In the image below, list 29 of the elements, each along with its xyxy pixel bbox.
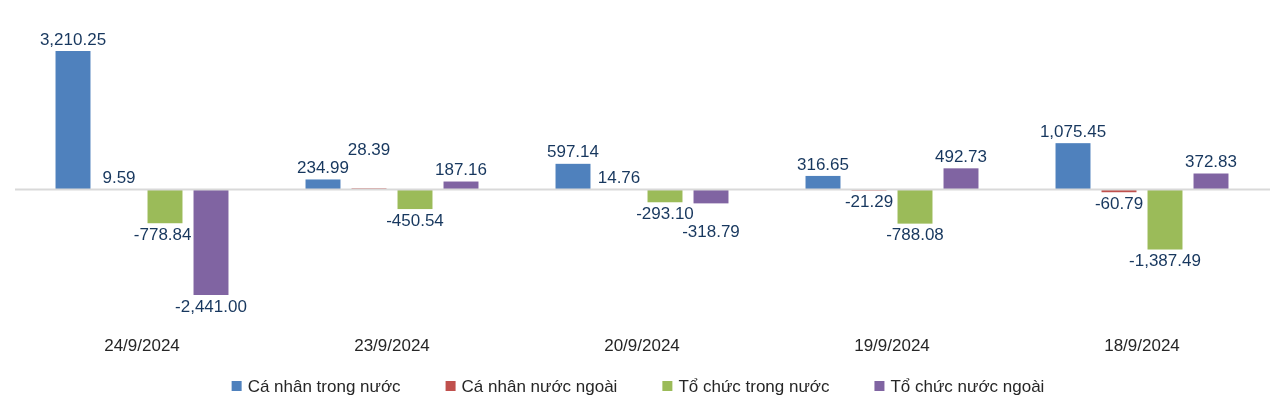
data-label: 14.76: [597, 167, 641, 187]
x-tick-label: 19/9/2024: [854, 336, 930, 355]
data-label: -778.84: [133, 224, 192, 244]
data-label: -318.79: [682, 221, 740, 241]
x-tick-label: 20/9/2024: [604, 336, 680, 355]
data-label: -21.29: [844, 192, 894, 212]
data-label: -450.54: [386, 210, 444, 230]
x-tick-label: 23/9/2024: [354, 336, 430, 355]
legend-label: Tổ chức trong nước: [678, 376, 830, 396]
legend-label: Cá nhân nước ngoài: [461, 376, 618, 396]
data-label: 9.59: [102, 167, 136, 187]
data-label: 1,075.45: [1039, 121, 1107, 141]
data-label: -1,387.49: [1129, 251, 1201, 271]
data-label: 187.16: [435, 160, 487, 180]
legend-label: Tổ chức nước ngoài: [890, 376, 1045, 396]
data-label: -293.10: [636, 203, 694, 223]
data-label: 28.39: [347, 140, 391, 160]
data-label: 597.14: [547, 142, 599, 162]
data-label: -2,441.00: [175, 296, 247, 316]
x-tick-label: 18/9/2024: [1104, 336, 1180, 355]
legend-label: Cá nhân trong nước: [247, 376, 402, 396]
data-label: 492.73: [935, 146, 987, 166]
data-label: -60.79: [1094, 193, 1144, 213]
data-label: 372.83: [1185, 152, 1237, 172]
data-label: 234.99: [297, 158, 349, 178]
data-label: 3,210.25: [39, 29, 107, 49]
data-label: 316.65: [797, 154, 849, 174]
x-tick-label: 24/9/2024: [104, 336, 180, 355]
data-label: -788.08: [886, 225, 944, 245]
